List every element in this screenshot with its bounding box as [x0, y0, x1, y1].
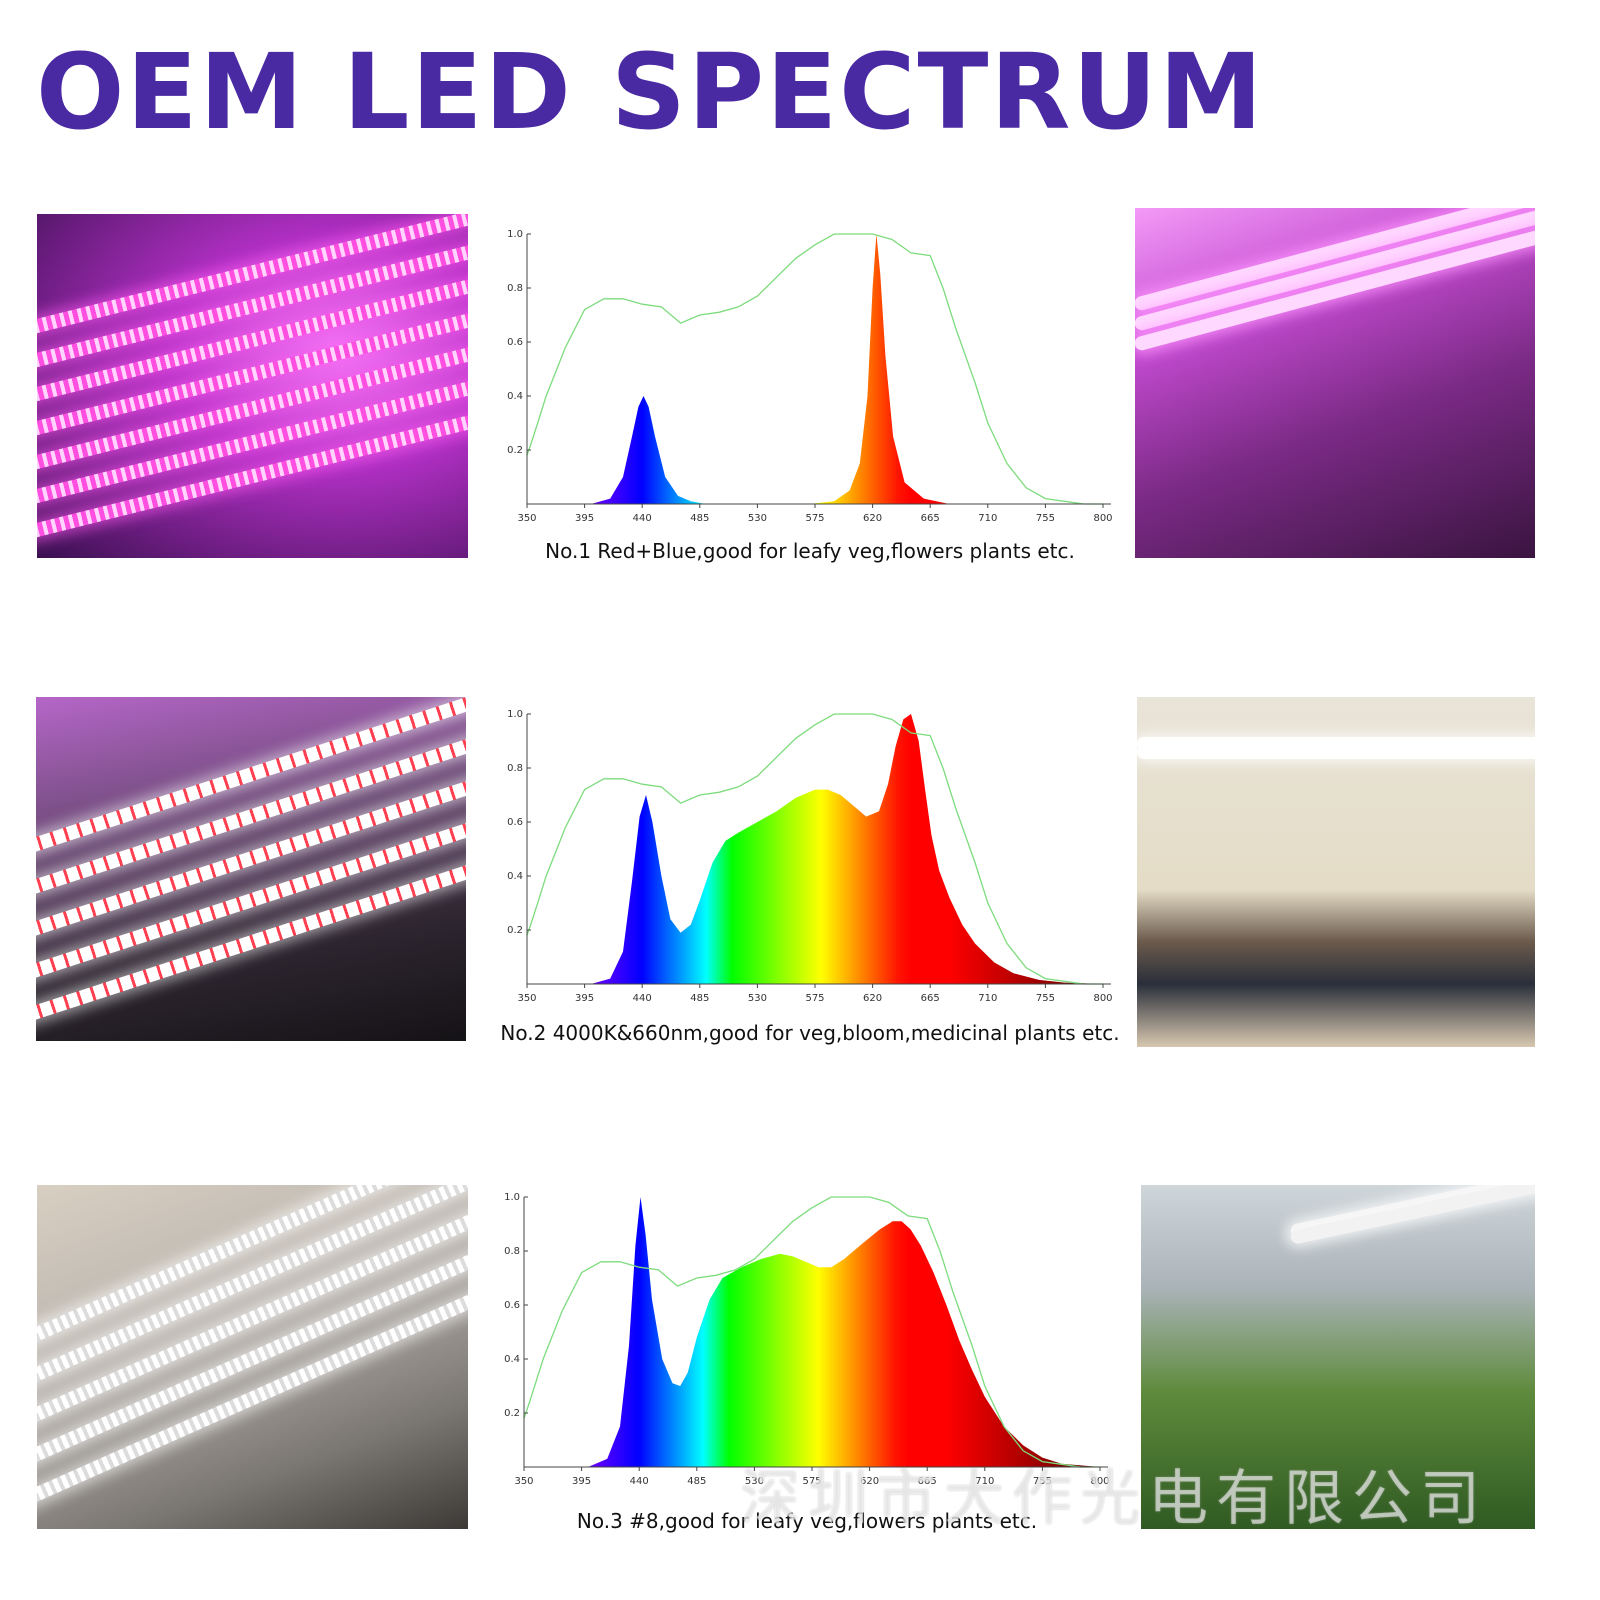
led-tube: [1137, 745, 1535, 759]
x-tick-label: 620: [863, 993, 882, 1004]
spectrum-chart-2: 350 395 440 485 530 575 620 665 710 755 800 0.2 0.4 0…: [495, 702, 1125, 1012]
x-tick-label: 485: [687, 1476, 706, 1487]
y-tick-label: 0.4: [504, 1354, 520, 1365]
y-tick-label: 0.4: [507, 391, 523, 402]
x-tick-label: 800: [1090, 1476, 1109, 1487]
led-tube: [1135, 208, 1535, 332]
spectrum-svg: 350 395 440 485 530 575 620 665 710 755 800 0.2 0.4 0…: [507, 709, 1112, 1004]
y-tick-label: 0.2: [507, 445, 523, 456]
x-tick-label: 395: [575, 513, 594, 524]
x-tick-label: 620: [860, 1476, 879, 1487]
y-tick-label: 1.0: [507, 709, 523, 720]
y-tick-label: 0.8: [507, 763, 523, 774]
y-tick-label: 0.8: [507, 283, 523, 294]
led-tube: [36, 697, 466, 861]
photo-purple-plants: [1135, 208, 1535, 558]
x-tick-label: 485: [690, 993, 709, 1004]
x-tick-label: 710: [978, 993, 997, 1004]
y-tick-label: 0.2: [507, 925, 523, 936]
y-tick-label: 0.8: [504, 1246, 520, 1257]
x-tick-label: 350: [517, 993, 536, 1004]
x-tick-label: 665: [918, 1476, 937, 1487]
x-tick-label: 485: [690, 513, 709, 524]
x-tick-label: 395: [575, 993, 594, 1004]
y-tick-label: 1.0: [504, 1192, 520, 1203]
x-tick-label: 350: [517, 513, 536, 524]
x-tick-label: 440: [630, 1476, 649, 1487]
chart-caption-3: No.3 #8,good for leafy veg,flowers plant…: [576, 1509, 1038, 1533]
photo-clear-tubes: [37, 1185, 468, 1529]
led-tube: [37, 214, 468, 338]
x-tick-label: 440: [633, 513, 652, 524]
x-tick-label: 665: [921, 513, 940, 524]
spectrum-svg: 350 395 440 485 530 575 620 665 710 755 800 0.2 0.4 0…: [507, 229, 1112, 524]
spectrum-chart-1: 350 395 440 485 530 575 620 665 710 755 800 0.2 0.4 0…: [495, 222, 1125, 532]
reference-curve: [523, 1196, 1100, 1468]
y-tick-label: 0.6: [504, 1300, 520, 1311]
photo-green-plants-tent: [1141, 1185, 1535, 1529]
x-tick-label: 620: [863, 513, 882, 524]
reference-curve: [526, 233, 1103, 505]
spectrum-area: [527, 234, 1103, 504]
x-tick-label: 755: [1033, 1476, 1052, 1487]
x-tick-label: 575: [805, 993, 824, 1004]
page-title: OEM LED SPECTRUM: [36, 31, 1265, 153]
photo-seedlings-shelf: [1137, 697, 1535, 1047]
spectrum-area: [527, 714, 1103, 984]
chart-caption-1: No.1 Red+Blue,good for leafy veg,flowers…: [545, 539, 1075, 563]
x-tick-label: 710: [978, 513, 997, 524]
x-tick-label: 575: [802, 1476, 821, 1487]
spectrum-area: [524, 1197, 1100, 1467]
x-tick-label: 800: [1093, 513, 1112, 524]
x-tick-label: 530: [748, 513, 767, 524]
x-tick-label: 710: [975, 1476, 994, 1487]
y-tick-label: 1.0: [507, 229, 523, 240]
y-tick-label: 0.2: [504, 1408, 520, 1419]
spectrum-svg: 350 395 440 485 530 575 620 665 710 755 800 0.2 0.4 0…: [504, 1192, 1109, 1487]
chart-caption-2: No.2 4000K&660nm,good for veg,bloom,medi…: [500, 1021, 1120, 1045]
y-tick-label: 0.6: [507, 337, 523, 348]
x-tick-label: 800: [1093, 993, 1112, 1004]
spectrum-chart-3: 350 395 440 485 530 575 620 665 710 755 800 0.2 0.4 0…: [492, 1185, 1122, 1495]
x-tick-label: 350: [514, 1476, 533, 1487]
photo-white-red-tubes: [36, 697, 466, 1041]
y-tick-label: 0.4: [507, 871, 523, 882]
y-tick-label: 0.6: [507, 817, 523, 828]
photo-purple-tubes: [37, 214, 468, 558]
x-tick-label: 755: [1036, 993, 1055, 1004]
reference-curve: [526, 713, 1103, 985]
x-tick-label: 530: [745, 1476, 764, 1487]
x-tick-label: 440: [633, 993, 652, 1004]
x-tick-label: 395: [572, 1476, 591, 1487]
x-tick-label: 755: [1036, 513, 1055, 524]
x-tick-label: 665: [921, 993, 940, 1004]
x-tick-label: 530: [748, 993, 767, 1004]
x-tick-label: 575: [805, 513, 824, 524]
led-tube: [1289, 1185, 1535, 1245]
